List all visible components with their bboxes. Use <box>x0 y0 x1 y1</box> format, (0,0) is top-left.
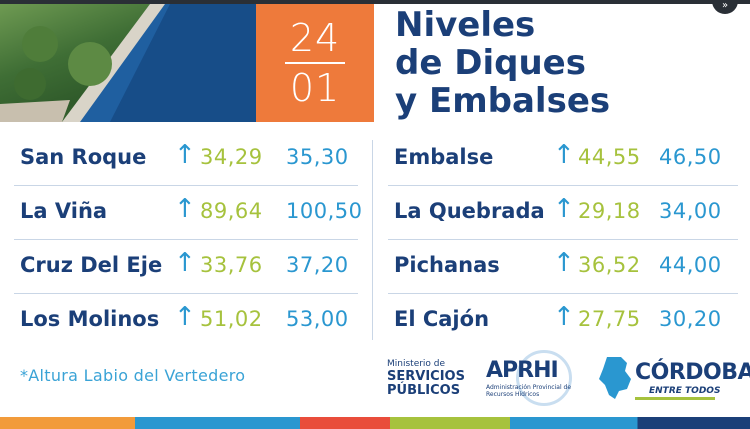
max-level: 37,20 <box>286 253 349 277</box>
column-divider <box>372 140 373 340</box>
up-arrow-icon: ↑ <box>553 302 575 332</box>
table-row: El Cajón ↑ 27,75 30,20 <box>388 294 738 347</box>
table-row: Los Molinos ↑ 51,02 53,00 <box>14 294 358 347</box>
cordoba-logo: CÓRDOBA ENTRE TODOS <box>597 355 750 405</box>
page-title: Niveles de Diques y Embalses <box>395 6 735 120</box>
ministerio-logo: Ministerio de SERVICIOS PÚBLICOS <box>387 358 465 398</box>
up-arrow-icon: ↑ <box>174 248 196 278</box>
cordoba-text: CÓRDOBA <box>635 360 750 385</box>
table-row: Pichanas ↑ 36,52 44,00 <box>388 240 738 294</box>
title-line-2: de Diques <box>395 43 586 83</box>
current-level: 34,29 <box>200 145 263 169</box>
current-level: 51,02 <box>200 307 263 331</box>
current-level: 29,18 <box>578 199 641 223</box>
corner-handle-icon[interactable]: » <box>712 0 738 14</box>
cordoba-underline <box>635 397 715 400</box>
max-level: 53,00 <box>286 307 349 331</box>
current-level: 89,64 <box>200 199 263 223</box>
aprhi-ring-icon <box>516 350 572 406</box>
ministerio-line-2: PÚBLICOS <box>387 383 461 398</box>
date-month: 01 <box>289 66 341 110</box>
up-arrow-icon: ↑ <box>174 140 196 170</box>
reservoir-name: Los Molinos <box>20 307 160 331</box>
left-reservoir-table: San Roque ↑ 34,29 35,30 La Viña ↑ 89,64 … <box>14 132 362 347</box>
bottom-color-stripe <box>0 417 750 429</box>
date-separator <box>285 62 345 64</box>
title-line-1: Niveles <box>395 5 536 45</box>
current-level: 36,52 <box>578 253 641 277</box>
reservoir-name: San Roque <box>20 145 147 169</box>
ministerio-line-1: SERVICIOS <box>387 369 465 384</box>
current-level: 27,75 <box>578 307 641 331</box>
max-level: 100,50 <box>286 199 363 223</box>
up-arrow-icon: ↑ <box>174 194 196 224</box>
dam-photo <box>0 4 256 122</box>
table-row: Cruz Del Eje ↑ 33,76 37,20 <box>14 240 358 294</box>
top-bar <box>0 0 750 4</box>
table-row: Embalse ↑ 44,55 46,50 <box>388 132 738 186</box>
right-reservoir-table: Embalse ↑ 44,55 46,50 La Quebrada ↑ 29,1… <box>388 132 738 347</box>
reservoir-name: Cruz Del Eje <box>20 253 163 277</box>
max-level: 44,00 <box>659 253 722 277</box>
table-row: San Roque ↑ 34,29 35,30 <box>14 132 358 186</box>
ministerio-small-text: Ministerio de <box>387 359 446 369</box>
aprhi-logo: APRHI Administración Provincial de Recur… <box>486 350 576 406</box>
reservoir-name: Embalse <box>394 145 494 169</box>
date-box: 24 01 <box>256 4 374 122</box>
footnote: *Altura Labio del Vertedero <box>20 366 246 385</box>
up-arrow-icon: ↑ <box>174 302 196 332</box>
cordoba-map-icon <box>599 357 631 399</box>
cordoba-subtext: ENTRE TODOS <box>649 386 721 396</box>
max-level: 46,50 <box>659 145 722 169</box>
up-arrow-icon: ↑ <box>553 140 575 170</box>
up-arrow-icon: ↑ <box>553 248 575 278</box>
current-level: 44,55 <box>578 145 641 169</box>
title-line-3: y Embalses <box>395 81 611 121</box>
max-level: 35,30 <box>286 145 349 169</box>
date-day: 24 <box>289 16 341 60</box>
table-row: La Quebrada ↑ 29,18 34,00 <box>388 186 738 240</box>
reservoir-name: Pichanas <box>394 253 500 277</box>
reservoir-name: La Viña <box>20 199 108 223</box>
reservoir-name: El Cajón <box>394 307 490 331</box>
aprhi-text: APRHI <box>486 358 559 383</box>
up-arrow-icon: ↑ <box>553 194 575 224</box>
reservoir-name: La Quebrada <box>394 199 545 223</box>
max-level: 30,20 <box>659 307 722 331</box>
current-level: 33,76 <box>200 253 263 277</box>
table-row: La Viña ↑ 89,64 100,50 <box>14 186 362 240</box>
aprhi-subtext: Administración Provincial de Recursos Hí… <box>486 384 572 398</box>
max-level: 34,00 <box>659 199 722 223</box>
